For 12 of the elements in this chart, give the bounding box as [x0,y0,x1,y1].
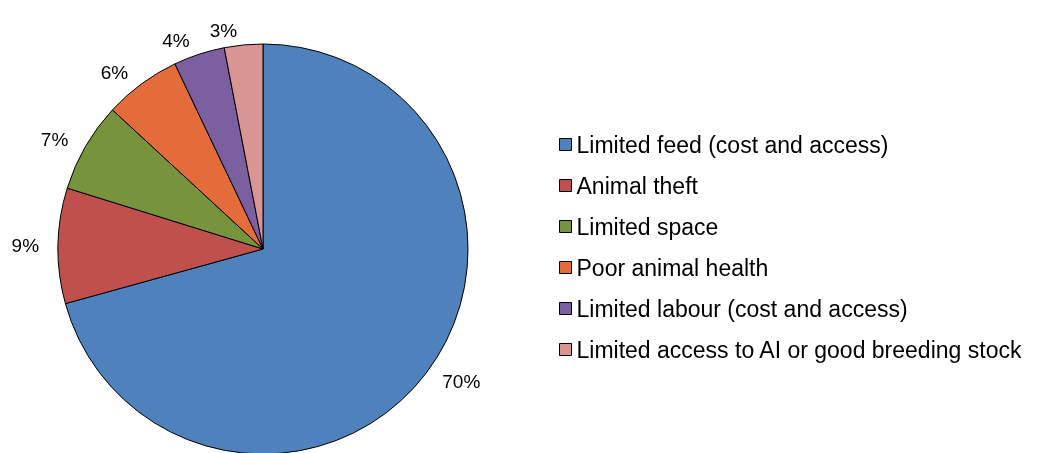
data-label: 3% [209,20,238,42]
data-label: 4% [162,30,190,52]
legend-label: Limited access to AI or good breeding stock [576,336,1022,363]
legend-label: Poor animal health [576,254,769,281]
legend-label: Limited feed (cost and access) [576,131,889,158]
legend-label: Animal theft [576,172,699,199]
data-label: 6% [100,62,129,84]
data-label: 9% [11,235,40,257]
legend-label: Limited space [576,213,719,240]
data-label: 70% [442,371,481,393]
data-label: 7% [40,129,69,150]
legend-label: Limited labour (cost and access) [576,295,908,322]
